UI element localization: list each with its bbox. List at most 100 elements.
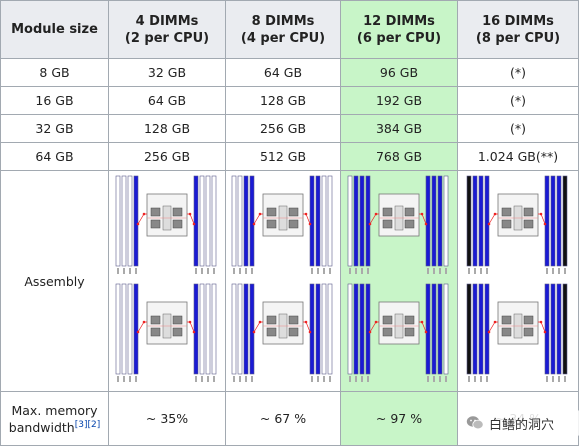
cpu-core xyxy=(266,315,277,325)
channel-dot xyxy=(192,330,196,334)
dimm-slot xyxy=(205,175,211,267)
dimm-slot xyxy=(550,283,556,375)
slot-label-mark xyxy=(233,268,235,274)
dimm-slot xyxy=(353,283,359,375)
header-16-dimms: 16 DIMMs (8 per CPU) xyxy=(457,0,579,59)
dimm-slot xyxy=(484,283,490,375)
citation-link-2[interactable]: [2] xyxy=(87,419,101,430)
cpu-core xyxy=(288,207,299,217)
header-subtitle: (8 per CPU) xyxy=(475,30,561,46)
dimm-slot xyxy=(365,283,371,375)
channel-dot xyxy=(192,222,196,226)
channel-dot xyxy=(493,320,497,324)
cpu-core xyxy=(501,327,512,337)
slot-label-mark xyxy=(546,268,548,274)
dimm-slot xyxy=(115,283,121,375)
channel-dot xyxy=(142,320,146,324)
dimm-slot xyxy=(556,283,562,375)
channel-dot xyxy=(539,212,543,216)
cpu-core xyxy=(382,219,393,229)
slot-label-mark xyxy=(329,376,331,382)
cpu-core xyxy=(172,207,183,217)
channel-dot xyxy=(308,330,312,334)
channel-line xyxy=(488,213,498,225)
row-32gb: 32 GB 128 GB 256 GB 384 GB (*) xyxy=(0,114,579,143)
channel-line xyxy=(187,213,195,225)
slot-label-mark xyxy=(349,268,351,274)
slot-label-mark xyxy=(552,268,554,274)
channel-dot xyxy=(308,222,312,226)
slot-label-mark xyxy=(195,376,197,382)
assembly-label: Assembly xyxy=(0,170,109,392)
citation-link-3[interactable]: [3] xyxy=(74,419,88,430)
watermark: 白鳝的洞穴 xyxy=(462,410,580,436)
cpu-core xyxy=(288,327,299,337)
dimm-slot xyxy=(466,175,472,267)
channel-line xyxy=(253,213,263,225)
channel-dot xyxy=(539,320,543,324)
channel-line xyxy=(538,321,546,333)
row-16gb: 16 GB 64 GB 128 GB 192 GB (*) xyxy=(0,86,579,115)
cpu-core xyxy=(523,207,534,217)
header-title: 12 DIMMs xyxy=(363,13,435,29)
slot-label-mark xyxy=(468,268,470,274)
capacity-cell: 128 GB xyxy=(108,114,226,143)
dimm-slot xyxy=(243,283,249,375)
dimm-slot xyxy=(544,283,550,375)
dimm-slot xyxy=(315,175,321,267)
dimm-slot xyxy=(133,175,139,267)
dimm-slot xyxy=(237,175,243,267)
channel-line xyxy=(137,321,147,333)
dimm-slot xyxy=(211,175,217,267)
dimm-slot xyxy=(127,175,133,267)
cpu-core xyxy=(266,207,277,217)
channel-dot xyxy=(304,320,308,324)
slot-label-mark xyxy=(439,268,441,274)
dimm-slot xyxy=(472,175,478,267)
channel-dot xyxy=(252,222,256,226)
cpu-core xyxy=(404,327,415,337)
slot-label-mark xyxy=(480,268,482,274)
slot-label-mark xyxy=(207,376,209,382)
channel-dot xyxy=(424,222,428,226)
capacity-cell: 32 GB xyxy=(108,58,226,87)
cpu-core xyxy=(288,219,299,229)
channel-dot xyxy=(374,320,378,324)
capacity-cell: 768 GB xyxy=(340,142,458,171)
capacity-cell: 128 GB xyxy=(225,86,341,115)
bandwidth-label-line2: bandwidth xyxy=(8,419,75,435)
dimm-slot xyxy=(359,283,365,375)
assembly-row: Assembly xyxy=(0,170,579,392)
channel-dot xyxy=(543,222,547,226)
channel-dot xyxy=(420,320,424,324)
header-row: Module size 4 DIMMs (2 per CPU) 8 DIMMs … xyxy=(0,0,579,59)
channel-dot xyxy=(420,212,424,216)
channel-dot xyxy=(487,330,491,334)
header-title: 16 DIMMs xyxy=(482,13,554,29)
slot-label-mark xyxy=(207,268,209,274)
dimm-slot xyxy=(327,283,333,375)
channel-dot xyxy=(136,222,140,226)
channel-dot xyxy=(188,212,192,216)
cpu-core xyxy=(382,327,393,337)
watermark-text: 白鳝的洞穴 xyxy=(489,417,555,433)
slot-label-mark xyxy=(233,376,235,382)
dimm-slot xyxy=(556,175,562,267)
bandwidth-label: Max. memory bandwidth[3][2] xyxy=(0,391,109,446)
bandwidth-label-line1: Max. memory xyxy=(11,402,98,418)
slot-label-mark xyxy=(439,376,441,382)
header-title: 4 DIMMs xyxy=(135,13,199,29)
dimm-slot xyxy=(249,283,255,375)
dimm-slot xyxy=(347,283,353,375)
header-subtitle: (6 per CPU) xyxy=(356,30,442,46)
cpu-core xyxy=(172,327,183,337)
capacity-cell: 384 GB xyxy=(340,114,458,143)
dimm-slot xyxy=(249,175,255,267)
cpu-core xyxy=(404,207,415,217)
channel-dot xyxy=(258,212,262,216)
module-size-cell: 32 GB xyxy=(0,114,109,143)
slot-label-mark xyxy=(135,376,137,382)
slot-label-mark xyxy=(245,376,247,382)
channel-dot xyxy=(493,212,497,216)
